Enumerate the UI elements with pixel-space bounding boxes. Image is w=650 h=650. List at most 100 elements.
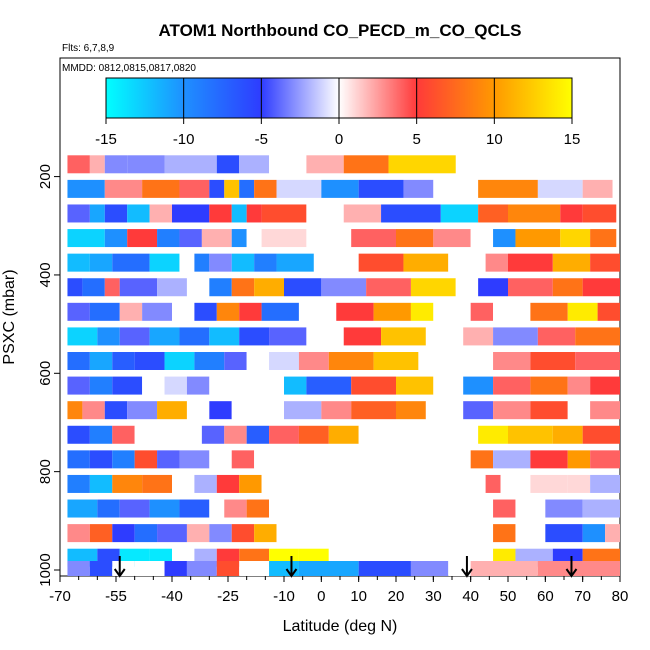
x-tick-label: 60 (537, 588, 554, 605)
heatmap-cell (575, 352, 620, 370)
x-tick-label: 40 (462, 588, 479, 605)
heatmap-cell (530, 474, 568, 493)
heatmap-cell (89, 474, 113, 493)
heatmap-cell (209, 278, 232, 297)
heatmap-cell (67, 327, 98, 346)
heatmap-cell (410, 561, 449, 576)
heatmap-cell (172, 474, 195, 493)
x-tick-label: 70 (574, 588, 591, 605)
heatmap-cell (537, 327, 576, 346)
heatmap-cell (597, 302, 620, 321)
heatmap-cell (508, 425, 553, 444)
heatmap-cell (351, 376, 396, 395)
heatmap-cell (67, 179, 105, 198)
heatmap-cell (328, 425, 359, 444)
x-tick-label: -55 (105, 588, 127, 605)
heatmap-cell (470, 499, 494, 518)
heatmap-cell (89, 155, 105, 174)
chart-title: ATOM1 Northbound CO_PECD_m_CO_QCLS (158, 21, 521, 40)
heatmap-cell (67, 376, 90, 395)
heatmap-cell (306, 376, 352, 395)
heatmap-cell (201, 229, 232, 248)
heatmap-cell (493, 524, 516, 543)
heatmap-cell (530, 401, 568, 420)
heatmap-row (67, 450, 620, 469)
heatmap-cell (508, 204, 561, 223)
heatmap-cell (321, 401, 352, 420)
heatmap-cell (67, 499, 98, 518)
heatmap-cell (134, 425, 172, 444)
heatmap-cell (493, 352, 531, 370)
heatmap-cell (261, 474, 471, 493)
heatmap-cell (119, 327, 150, 346)
heatmap-cell (276, 253, 314, 272)
heatmap-cell (515, 229, 561, 248)
heatmap-cell (433, 179, 479, 198)
heatmap-cell (478, 278, 508, 297)
heatmap-cell (590, 450, 620, 469)
heatmap-row (67, 302, 620, 321)
heatmap-cell (313, 253, 359, 272)
y-axis-label: PSXC (mbar) (1, 269, 18, 364)
heatmap-cell (388, 425, 464, 444)
heatmap-cell (470, 524, 494, 543)
heatmap-cell (231, 278, 255, 297)
heatmap-cell (142, 474, 172, 493)
colorbar-tick-label: 0 (335, 131, 343, 148)
heatmap-cell (224, 499, 247, 518)
heatmap-cell (112, 425, 135, 444)
heatmap-cell (112, 352, 135, 370)
heatmap-cell (112, 376, 143, 395)
heatmap-cell (112, 253, 150, 272)
heatmap-row (67, 376, 620, 395)
heatmap-cell (194, 474, 217, 493)
heatmap-cell (485, 253, 508, 272)
heatmap-cell (89, 425, 113, 444)
heatmap-cell (97, 499, 120, 518)
heatmap-cell (89, 561, 113, 576)
heatmap-cell (112, 474, 143, 493)
heatmap-cell (567, 376, 591, 395)
heatmap-cell (298, 425, 329, 444)
heatmap-cell (448, 253, 471, 272)
heatmap-row (67, 278, 620, 297)
profile-marker-arrow (285, 556, 298, 578)
heatmap-cell (246, 204, 262, 223)
heatmap-cell (261, 229, 307, 248)
heatmap-cell (590, 401, 620, 420)
heatmap-cell (455, 278, 479, 297)
heatmap-cell (231, 204, 247, 223)
heatmap-cell (246, 425, 270, 444)
heatmap-cell (463, 352, 494, 370)
heatmap-cell (67, 253, 90, 272)
x-tick-label: -40 (161, 588, 183, 605)
heatmap-cell (246, 229, 262, 248)
heatmap-cell (186, 524, 210, 543)
heatmap-cell (284, 376, 307, 395)
heatmap-cell (142, 376, 165, 395)
heatmap-cell (321, 179, 359, 198)
heatmap-cell (433, 229, 471, 248)
heatmap-cell (112, 450, 135, 469)
heatmap-cell (179, 499, 210, 518)
heatmap-cell (82, 278, 105, 297)
heatmap-cell (89, 376, 113, 395)
heatmap-cell (194, 302, 217, 321)
colorbar-tick-label: -5 (255, 131, 268, 148)
heatmap-cell (269, 327, 307, 346)
heatmap-cell (172, 425, 202, 444)
heatmap-cell (254, 524, 277, 543)
heatmap-cell (201, 425, 225, 444)
heatmap-cell (216, 474, 240, 493)
x-tick-label: 80 (612, 588, 629, 605)
heatmap-cell (224, 352, 247, 370)
heatmap-cell (545, 499, 583, 518)
heatmap-cell (239, 179, 255, 198)
heatmap-cell (209, 450, 232, 469)
heatmap-cell (530, 352, 576, 370)
heatmap-cell (172, 302, 195, 321)
heatmap-cell (358, 179, 404, 198)
heatmap-cell (351, 229, 396, 248)
heatmap-cell (493, 499, 516, 518)
profile-marker-arrow (113, 556, 126, 578)
